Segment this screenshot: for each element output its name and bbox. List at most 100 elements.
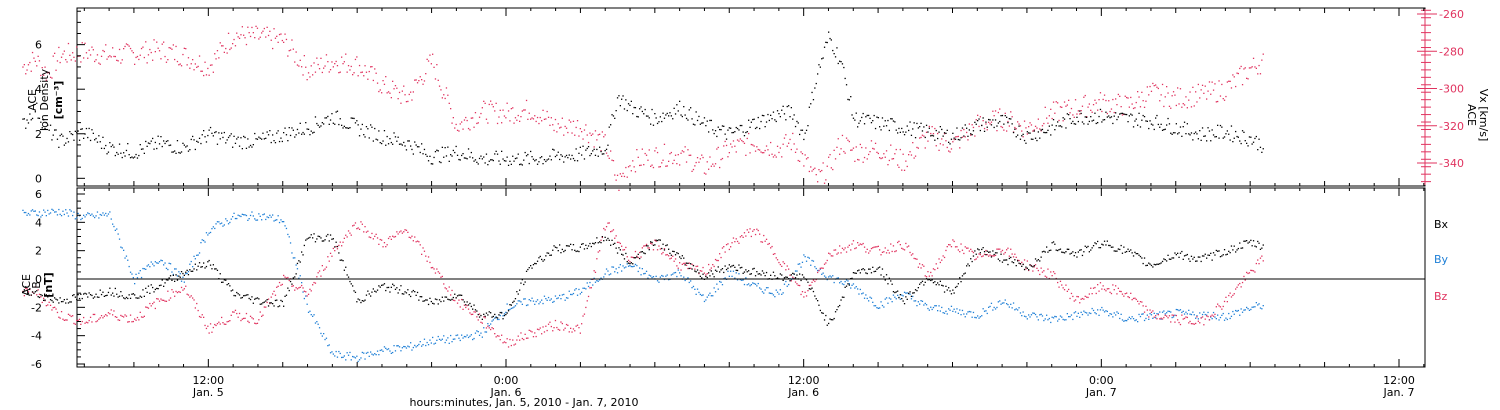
bx-point [752,268,754,270]
bx-point [538,257,540,259]
velocity-point [252,32,254,34]
bx-point [968,265,970,267]
bz-point [587,295,590,298]
velocity-point [245,43,248,46]
velocity-point [266,26,268,28]
by-point [353,356,355,358]
bx-point [756,271,758,273]
bx-point [1149,263,1151,265]
bx-point [1192,258,1194,260]
density-point [301,133,303,135]
velocity-point [1084,94,1086,97]
bx-point [77,294,79,296]
bx-point [749,273,751,275]
velocity-point [437,79,439,81]
bz-point [1179,323,1182,326]
density-point [532,158,535,160]
by-point [841,283,844,285]
by-point [641,268,643,270]
bx-point [121,295,123,297]
velocity-point [285,38,288,41]
by-point [267,216,270,219]
density-point [805,129,808,131]
bz-point [1134,297,1136,299]
density-point [1221,126,1223,128]
bz-point [394,235,397,238]
velocity-point [894,153,896,155]
velocity-point [941,138,943,140]
density-point [193,139,195,141]
density-point [837,62,839,65]
bx-point [378,285,380,287]
by-point [516,303,518,305]
bz-point [117,319,119,321]
bx-point [610,244,612,246]
by-point [114,229,116,231]
bx-point [1081,254,1084,257]
velocity-point [60,56,63,58]
bz-point [870,247,873,250]
bx-point [251,296,253,298]
bx-point [66,298,68,300]
bx-point [920,282,922,284]
by-point [485,331,488,333]
bx-point [1208,254,1211,256]
density-point [163,140,165,142]
density-point [1103,119,1106,121]
velocity-point [923,135,925,137]
velocity-point [1108,100,1110,102]
bz-point [632,256,634,258]
bz-point [560,321,562,323]
velocity-point [488,103,490,106]
bx-point [448,299,450,301]
velocity-point [819,170,821,173]
density-point [338,123,340,126]
by-point [1204,313,1206,316]
bx-point [1099,247,1102,249]
by-point [883,306,885,308]
bz-point [349,232,351,234]
by-point [350,359,352,361]
bz-point [531,331,533,333]
bz-point [510,344,512,347]
bz-point [989,254,991,256]
by-point [937,310,939,312]
by-point [207,234,209,236]
density-point [632,113,634,115]
bz-point [1081,297,1084,300]
by-point [977,315,979,317]
density-point [943,132,946,134]
bz-point [38,293,41,295]
bz-point [902,248,904,250]
bz-point [800,293,802,296]
bz-point [376,237,379,239]
bz-point [353,224,355,226]
by-point [1237,309,1239,312]
bx-point [669,252,671,254]
velocity-point [789,138,791,141]
by-point [1003,302,1005,304]
density-point [1214,136,1216,138]
bx-point [630,262,632,264]
by-point [445,339,448,341]
density-point [669,112,671,114]
density-point [266,131,268,133]
density-point [221,132,223,134]
velocity-point [774,154,776,156]
bz-point [706,273,708,275]
bx-point [1153,263,1155,266]
velocity-point [996,130,998,132]
by-point [750,284,752,286]
top-right-ylabel-line1: ACE [1465,104,1478,126]
bx-point [120,291,122,293]
bz-point [828,252,830,254]
bz-point [65,319,67,321]
bz-point [354,222,357,224]
bx-point [132,293,134,295]
by-point [948,308,950,310]
density-point [796,120,798,123]
velocity-point [356,56,358,58]
by-point [447,337,449,339]
bx-point [574,249,576,251]
by-point [278,221,281,224]
